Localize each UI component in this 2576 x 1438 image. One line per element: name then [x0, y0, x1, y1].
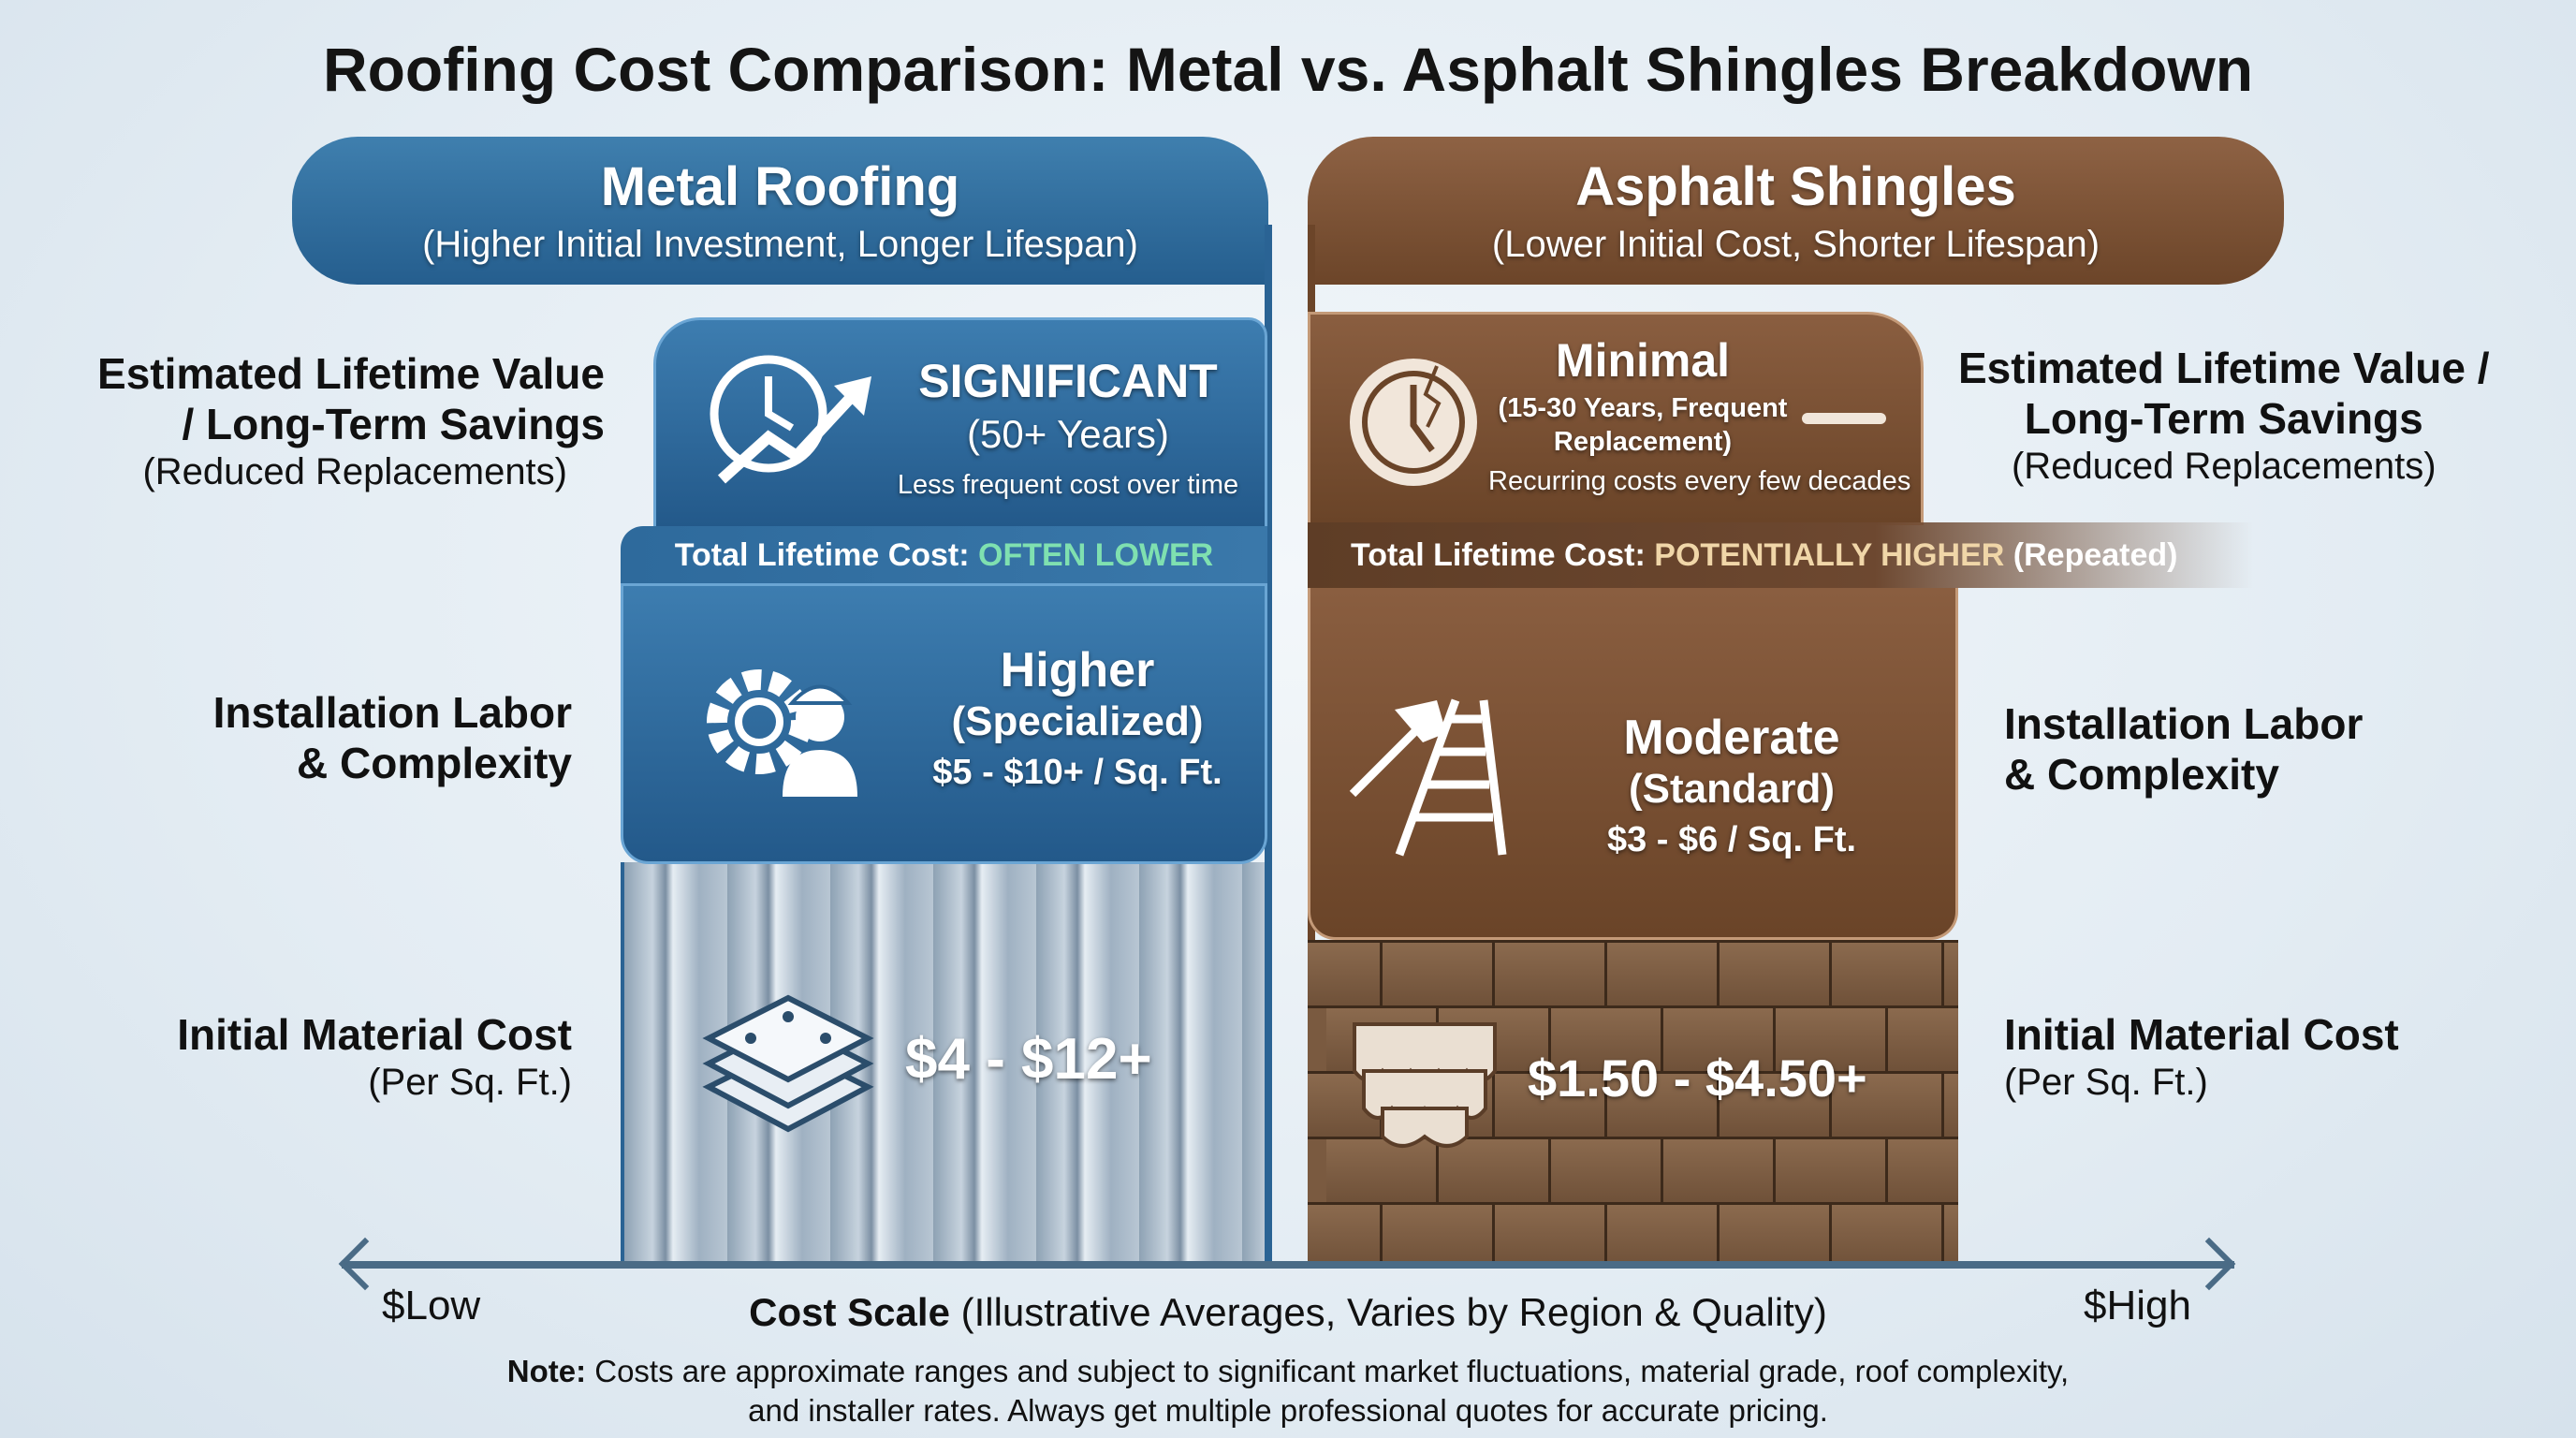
cost-scale-caption: Cost Scale (Illustrative Averages, Varie…: [0, 1290, 2576, 1335]
left-label-material: Initial Material Cost (Per Sq. Ft.): [177, 1009, 572, 1105]
asphalt-install-title: Moderate: [1623, 711, 1840, 765]
asphalt-material-price: $1.50 - $4.50+: [1528, 1049, 1867, 1108]
left-lifetime-title2: / Long-Term Savings: [182, 400, 605, 448]
left-install-title2: & Complexity: [297, 739, 572, 787]
hammer-ladder-icon: [1343, 691, 1512, 859]
asphalt-total-suffix: (Repeated): [2012, 537, 2178, 573]
shingles-icon: [1345, 1015, 1504, 1155]
note-line2: and installer rates. Always get multiple…: [748, 1393, 1828, 1428]
right-material-sub: (Per Sq. Ft.): [2004, 1062, 2208, 1103]
metal-material-panel: $4 - $12+: [621, 862, 1265, 1265]
asphalt-shingles-header: Asphalt Shingles (Lower Initial Cost, Sh…: [1308, 137, 2284, 285]
metal-lifetime-panel: SIGNIFICANT (50+ Years) Less frequent co…: [653, 317, 1267, 529]
metal-install-sub: (Specialized): [951, 698, 1204, 744]
left-label-install: Installation Labor & Complexity: [213, 687, 572, 788]
metal-column-edge: [1265, 225, 1272, 1265]
asphalt-header-subtitle: (Lower Initial Cost, Shorter Lifespan): [1491, 224, 2100, 265]
right-lifetime-sub: (Reduced Replacements): [2011, 446, 2437, 487]
asphalt-install-price: $3 - $6 / Sq. Ft.: [1606, 820, 1857, 859]
right-label-install: Installation Labor & Complexity: [2004, 698, 2363, 800]
asphalt-installation-panel: Moderate (Standard) $3 - $6 / Sq. Ft.: [1308, 588, 1958, 940]
footnote: Note: Costs are approximate ranges and s…: [0, 1352, 2576, 1431]
scale-low-label: $Low: [382, 1283, 481, 1328]
metal-total-lifetime-cost: Total Lifetime Cost: OFTEN LOWER: [621, 526, 1267, 584]
metal-header-subtitle: (Higher Initial Investment, Longer Lifes…: [422, 224, 1138, 265]
scale-high-label: $High: [2084, 1283, 2191, 1328]
right-lifetime-title2: Long-Term Savings: [2024, 394, 2423, 443]
dash-icon: [1802, 413, 1886, 424]
metal-material-price: $4 - $12+: [905, 1027, 1152, 1092]
metal-lifetime-title: SIGNIFICANT: [918, 355, 1218, 407]
asphalt-lifetime-note: Recurring costs every few decades: [1488, 466, 1911, 496]
cost-scale-axis: [342, 1261, 2234, 1269]
asphalt-lifetime-years: (15-30 Years, Frequent Replacement): [1498, 393, 1788, 457]
page-title: Roofing Cost Comparison: Metal vs. Aspha…: [322, 35, 2254, 104]
right-label-material: Initial Material Cost (Per Sq. Ft.): [2004, 1009, 2399, 1105]
gear-worker-icon: [698, 652, 876, 801]
asphalt-total-value: POTENTIALLY HIGHER: [1654, 537, 2005, 573]
left-lifetime-title: Estimated Lifetime Value: [97, 349, 605, 398]
metal-roofing-header: Metal Roofing (Higher Initial Investment…: [292, 137, 1268, 285]
metal-lifetime-years: (50+ Years): [967, 412, 1169, 456]
asphalt-lifetime-panel: Minimal (15-30 Years, Frequent Replaceme…: [1308, 312, 1924, 525]
asphalt-total-label: Total Lifetime Cost:: [1351, 537, 1646, 573]
note-label: Note:: [506, 1354, 587, 1388]
metal-total-value: OFTEN LOWER: [978, 537, 1214, 573]
right-label-lifetime: Estimated Lifetime Value / Long-Term Sav…: [1958, 343, 2490, 489]
metal-lifetime-note: Less frequent cost over time: [897, 470, 1239, 500]
broken-clock-icon: [1343, 352, 1484, 492]
asphalt-lifetime-title: Minimal: [1555, 334, 1731, 387]
right-install-title: Installation Labor: [2004, 699, 2364, 748]
metal-installation-panel: Higher (Specialized) $5 - $10+ / Sq. Ft.: [621, 583, 1267, 864]
metal-install-title: Higher: [1000, 643, 1155, 697]
left-label-lifetime: Estimated Lifetime Value / Long-Term Sav…: [97, 348, 605, 494]
asphalt-header-title: Asphalt Shingles: [1575, 156, 2016, 217]
asphalt-total-lifetime-cost: Total Lifetime Cost: POTENTIALLY HIGHER …: [1308, 522, 2253, 588]
metal-total-label: Total Lifetime Cost:: [674, 537, 970, 573]
right-lifetime-title: Estimated Lifetime Value /: [1958, 344, 2490, 392]
metal-install-price: $5 - $10+ / Sq. Ft.: [932, 753, 1222, 792]
cost-scale-title: Cost Scale: [749, 1290, 950, 1334]
asphalt-material-panel: $1.50 - $4.50+: [1308, 940, 1958, 1265]
left-lifetime-sub: (Reduced Replacements): [142, 451, 567, 492]
right-material-title: Initial Material Cost: [2004, 1010, 2399, 1059]
left-install-title: Installation Labor: [212, 688, 572, 737]
metal-header-title: Metal Roofing: [600, 156, 960, 217]
cost-scale-desc: (Illustrative Averages, Varies by Region…: [960, 1290, 1827, 1334]
left-material-title: Initial Material Cost: [177, 1010, 572, 1059]
metal-sheets-icon: [699, 975, 877, 1143]
left-material-sub: (Per Sq. Ft.): [368, 1062, 572, 1103]
note-line1: Costs are approximate ranges and subject…: [594, 1354, 2070, 1388]
asphalt-install-sub: (Standard): [1629, 766, 1835, 812]
clock-growth-arrow-icon: [703, 348, 881, 498]
right-install-title2: & Complexity: [2004, 750, 2279, 799]
